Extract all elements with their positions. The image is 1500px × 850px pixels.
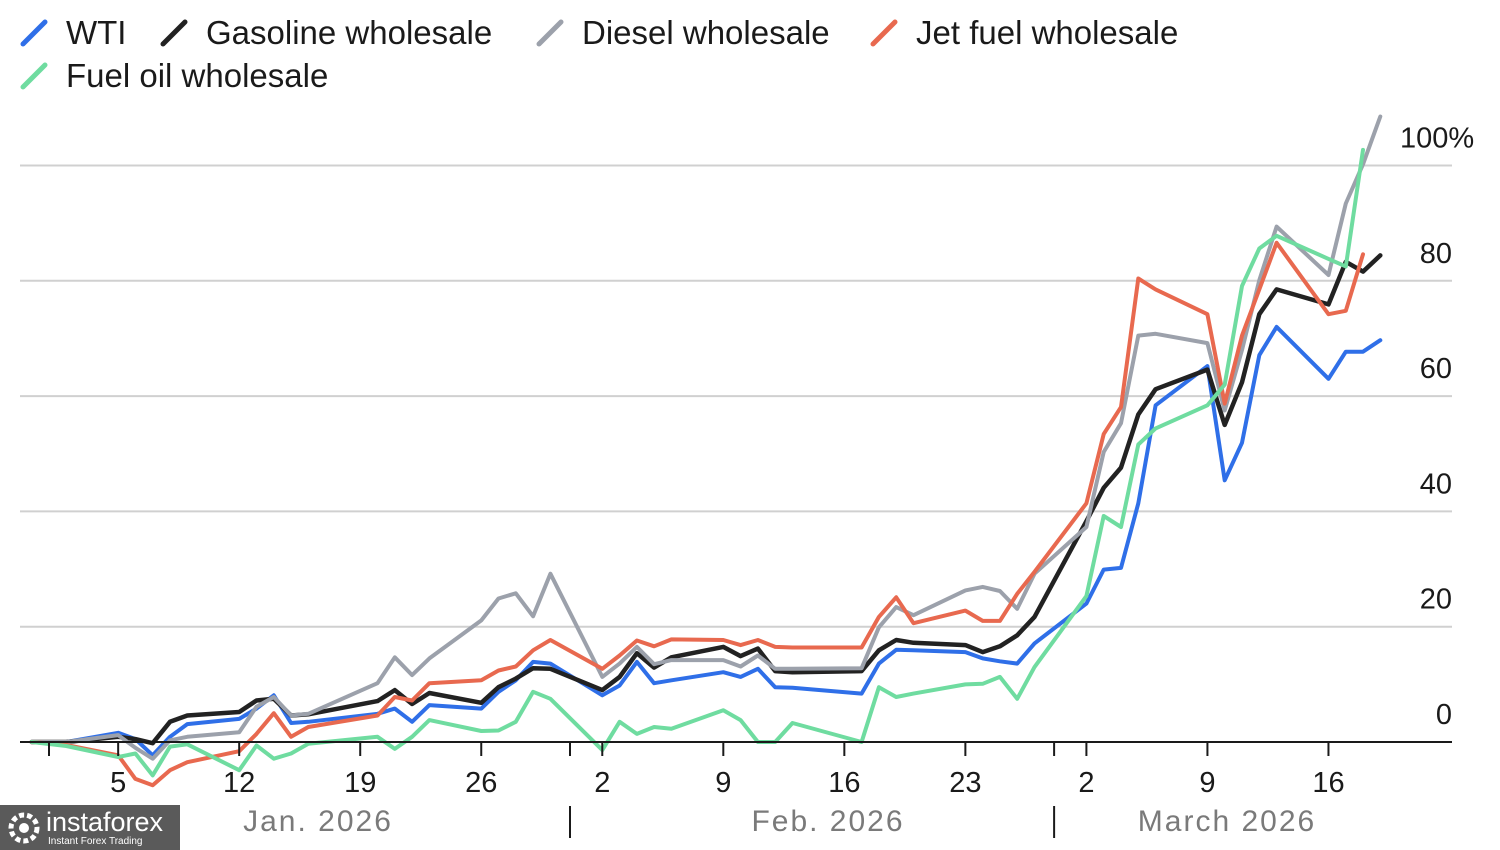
series-line-wti xyxy=(29,324,1383,758)
legend-label: WTI xyxy=(66,14,127,51)
legend-item-gasoline: Gasoline wholesale xyxy=(160,14,492,52)
x-tick-label: 19 xyxy=(344,767,376,799)
month-label: March 2026 xyxy=(1138,805,1316,838)
legend-swatch-icon xyxy=(536,19,564,47)
y-tick-label: 20 xyxy=(1420,584,1452,616)
x-tick-label: 2 xyxy=(1078,767,1094,799)
month-label: Feb. 2026 xyxy=(751,805,904,838)
y-tick-label: 80 xyxy=(1420,238,1452,270)
legend: WTI Gasoline wholesale Diesel wholesale … xyxy=(0,0,1500,110)
y-tick-label: 100% xyxy=(1400,123,1474,155)
legend-swatch-icon xyxy=(20,62,48,90)
series-line-gasoline-wholesale xyxy=(29,253,1383,746)
series-line-jet-fuel-wholesale xyxy=(29,240,1365,788)
month-label: Jan. 2026 xyxy=(243,805,393,838)
legend-label: Diesel wholesale xyxy=(582,14,830,51)
legend-swatch-icon xyxy=(870,19,898,47)
y-tick-label: 60 xyxy=(1420,353,1452,385)
x-tick-label: 9 xyxy=(1199,767,1215,799)
x-tick-label: 12 xyxy=(223,767,255,799)
y-tick-label: 40 xyxy=(1420,468,1452,500)
legend-item-fuel-oil: Fuel oil wholesale xyxy=(20,57,328,95)
legend-label: Fuel oil wholesale xyxy=(66,57,329,94)
watermark-brand: instaforex xyxy=(46,807,164,837)
legend-item-diesel: Diesel wholesale xyxy=(536,14,830,52)
watermark-logo: instaforex Instant Forex Trading xyxy=(0,805,180,850)
gear-logo-icon xyxy=(8,812,40,844)
x-tick-label: 5 xyxy=(110,767,126,799)
x-tick-label: 26 xyxy=(465,767,497,799)
legend-label: Gasoline wholesale xyxy=(206,14,493,51)
legend-item-wti: WTI xyxy=(20,14,126,52)
legend-label: Jet fuel wholesale xyxy=(916,14,1179,51)
x-tick-label: 2 xyxy=(594,767,610,799)
series-line-fuel-oil-wholesale xyxy=(29,147,1365,778)
legend-item-jet-fuel: Jet fuel wholesale xyxy=(870,14,1178,52)
legend-swatch-icon xyxy=(20,19,48,47)
y-tick-label: 0 xyxy=(1436,699,1452,731)
series-line-diesel-wholesale xyxy=(29,114,1383,761)
legend-swatch-icon xyxy=(160,19,188,47)
watermark-tagline: Instant Forex Trading xyxy=(48,836,143,847)
x-tick-label: 23 xyxy=(949,767,981,799)
x-tick-label: 16 xyxy=(828,767,860,799)
x-tick-label: 9 xyxy=(715,767,731,799)
x-tick-label: 16 xyxy=(1312,767,1344,799)
